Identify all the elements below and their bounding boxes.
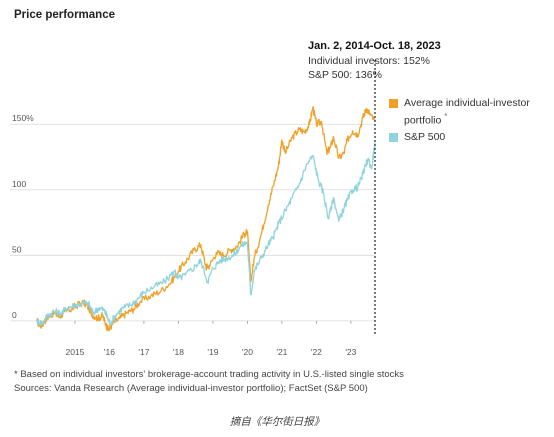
series-line-sp500 bbox=[36, 142, 376, 327]
x-tick-label: '18 bbox=[173, 347, 184, 357]
legend-label-individual-line1: Average individual-investor bbox=[404, 97, 530, 109]
sp500-annotation: S&P 500: 136% bbox=[308, 69, 382, 81]
x-tick-label: '16 bbox=[104, 347, 115, 357]
legend-swatch-individual bbox=[389, 99, 398, 108]
y-axis-ticks: 0 50 100 150% bbox=[12, 113, 34, 320]
legend-footnote-mark: * bbox=[444, 112, 448, 121]
x-axis-ticks: 2015 '16 '17 '18 '19 '20 '21 '22 '23 bbox=[65, 320, 357, 357]
x-tick-label: '23 bbox=[345, 347, 356, 357]
footnote: * Based on individual investors' brokera… bbox=[14, 369, 404, 380]
y-tick-label: 50 bbox=[12, 244, 22, 254]
series-lines bbox=[36, 106, 376, 332]
x-tick-label: '21 bbox=[276, 347, 287, 357]
x-tick-label: '20 bbox=[242, 347, 253, 357]
x-tick-label: '17 bbox=[138, 347, 149, 357]
sources-note: Sources: Vanda Research (Average individ… bbox=[14, 383, 368, 394]
legend-item-sp500: S&P 500 bbox=[389, 131, 549, 145]
legend-label-sp500: S&P 500 bbox=[404, 131, 446, 143]
y-tick-label: 150% bbox=[12, 113, 34, 123]
source-credit: 摘自《华尔街日报》 bbox=[229, 416, 325, 428]
x-tick-label: '19 bbox=[207, 347, 218, 357]
y-tick-label: 0 bbox=[12, 310, 17, 320]
legend-label-individual-line2: portfolio bbox=[404, 114, 442, 127]
individual-investors-annotation: Individual investors: 152% bbox=[308, 55, 430, 67]
x-tick-label: '22 bbox=[311, 347, 322, 357]
chart-title: Price performance bbox=[14, 9, 115, 21]
legend-swatch-sp500 bbox=[389, 133, 398, 142]
grid-lines bbox=[10, 123, 375, 322]
x-tick-label: 2015 bbox=[65, 347, 84, 357]
date-range-annotation: Jan. 2, 2014-Oct. 18, 2023 bbox=[308, 40, 441, 52]
legend-item-individual: Average individual-investor portfolio * bbox=[389, 97, 549, 127]
series-line-individual bbox=[36, 106, 376, 332]
y-tick-label: 100 bbox=[12, 179, 26, 189]
